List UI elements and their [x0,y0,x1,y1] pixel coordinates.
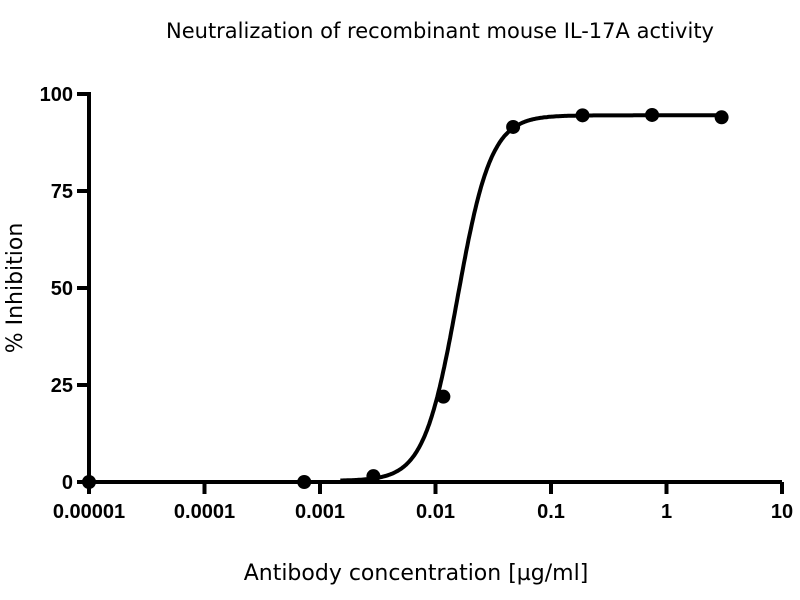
chart-title: Neutralization of recombinant mouse IL-1… [166,19,714,43]
y-tick-label: 75 [51,181,73,203]
x-tick-label: 0.01 [416,501,455,523]
data-point [645,107,660,122]
x-tick-label: 0.001 [295,501,345,523]
y-axis-label: % Inhibition [3,223,28,354]
x-tick-label: 0.1 [537,501,565,523]
y-tick-label: 100 [40,84,73,106]
data-point [82,475,96,489]
x-tick-label: 0.00001 [53,501,125,523]
data-point [714,110,729,125]
data-point [366,469,381,484]
fit-curve [340,113,722,483]
data-point [436,389,451,404]
x-tick-label: 10 [771,501,793,523]
data-point [297,475,312,489]
data-point [506,119,521,134]
x-axis-label: Antibody concentration [µg/ml] [244,561,589,586]
y-tick-label: 0 [62,472,73,494]
y-tick-label: 25 [51,375,73,397]
data-point [575,108,590,123]
x-tick-label: 1 [661,501,672,523]
x-tick-label: 0.0001 [174,501,235,523]
y-tick-label: 50 [51,278,73,300]
